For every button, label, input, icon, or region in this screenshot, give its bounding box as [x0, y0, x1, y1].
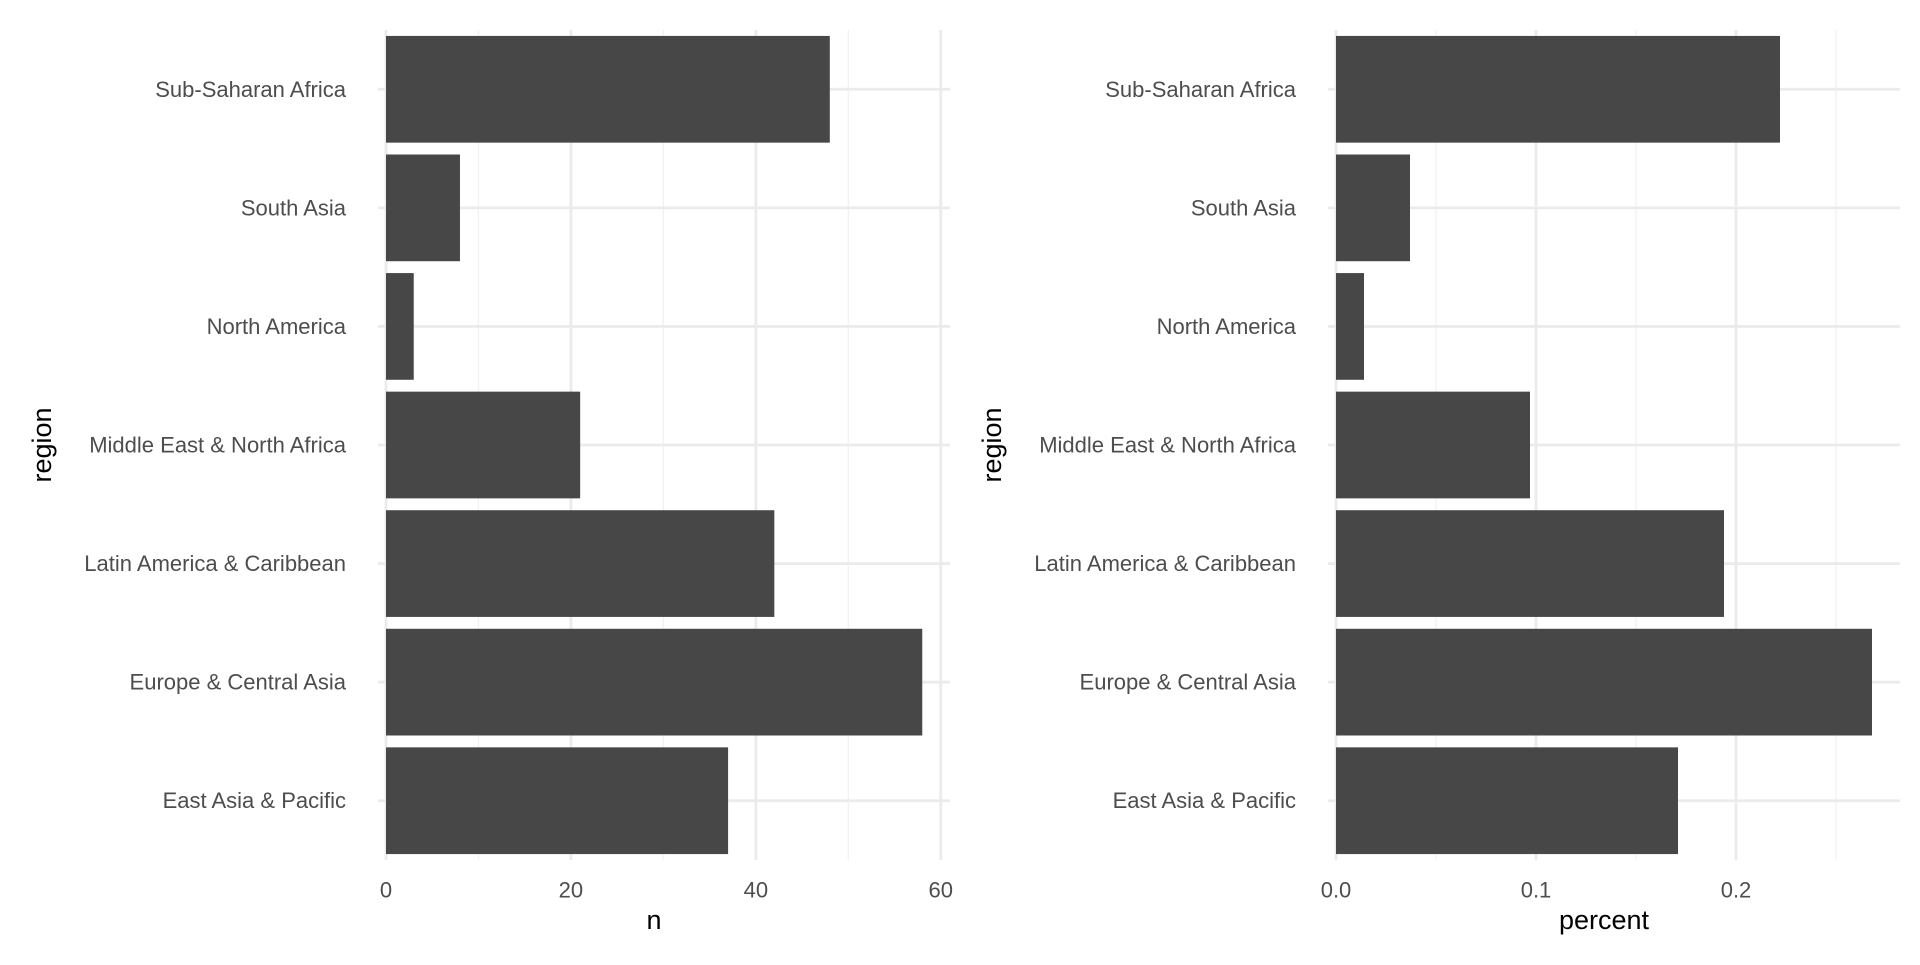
- bar-middle-east-and-north-africa: [386, 391, 581, 499]
- category-label: North America: [1157, 314, 1297, 339]
- bar-north-america: [386, 273, 414, 380]
- bar-europe-and-central-asia: [1336, 628, 1872, 736]
- x-tick-label: 0.2: [1721, 878, 1752, 903]
- bar-south-asia: [1336, 154, 1410, 262]
- panel-n-count: East Asia & Pacific Europe & Central Asia…: [27, 30, 953, 935]
- x-axis-title: percent: [1559, 905, 1650, 935]
- x-tick-label: 0.0: [1321, 878, 1352, 903]
- category-label: Europe & Central Asia: [130, 670, 347, 695]
- x-tick-label: 60: [929, 878, 953, 903]
- bar-east-asia-and-pacific: [386, 747, 729, 855]
- category-label: Middle East & North Africa: [1039, 433, 1297, 458]
- x-axis-title: n: [646, 905, 661, 935]
- x-tick-label: 40: [744, 878, 768, 903]
- category-label: Latin America & Caribbean: [84, 551, 346, 576]
- x-tick-label: 0: [380, 878, 392, 903]
- bar-middle-east-and-north-africa: [1336, 391, 1530, 499]
- bar-south-asia: [386, 154, 460, 262]
- bar-east-asia-and-pacific: [1336, 747, 1678, 855]
- y-axis-title: region: [977, 407, 1007, 482]
- bar-north-america: [1336, 273, 1364, 380]
- panel-percent: East Asia & Pacific Europe & Central Asia…: [977, 30, 1900, 935]
- category-label: East Asia & Pacific: [163, 788, 346, 813]
- bar-latin-america-and-caribbean: [1336, 510, 1724, 617]
- category-label: Europe & Central Asia: [1080, 670, 1297, 695]
- x-tick-label: 20: [559, 878, 583, 903]
- category-label: South Asia: [241, 195, 347, 220]
- category-label: North America: [207, 314, 347, 339]
- category-label: Latin America & Caribbean: [1034, 551, 1296, 576]
- category-label: Middle East & North Africa: [89, 433, 347, 458]
- y-axis-title: region: [27, 407, 57, 482]
- category-label: Sub-Saharan Africa: [1105, 77, 1297, 102]
- category-label: South Asia: [1191, 195, 1297, 220]
- bar-latin-america-and-caribbean: [386, 510, 775, 617]
- bar-sub-saharan-africa: [386, 35, 830, 143]
- category-label: Sub-Saharan Africa: [155, 77, 347, 102]
- bar-europe-and-central-asia: [386, 628, 923, 736]
- category-label: East Asia & Pacific: [1113, 788, 1296, 813]
- bar-sub-saharan-africa: [1336, 35, 1780, 143]
- x-tick-label: 0.1: [1521, 878, 1552, 903]
